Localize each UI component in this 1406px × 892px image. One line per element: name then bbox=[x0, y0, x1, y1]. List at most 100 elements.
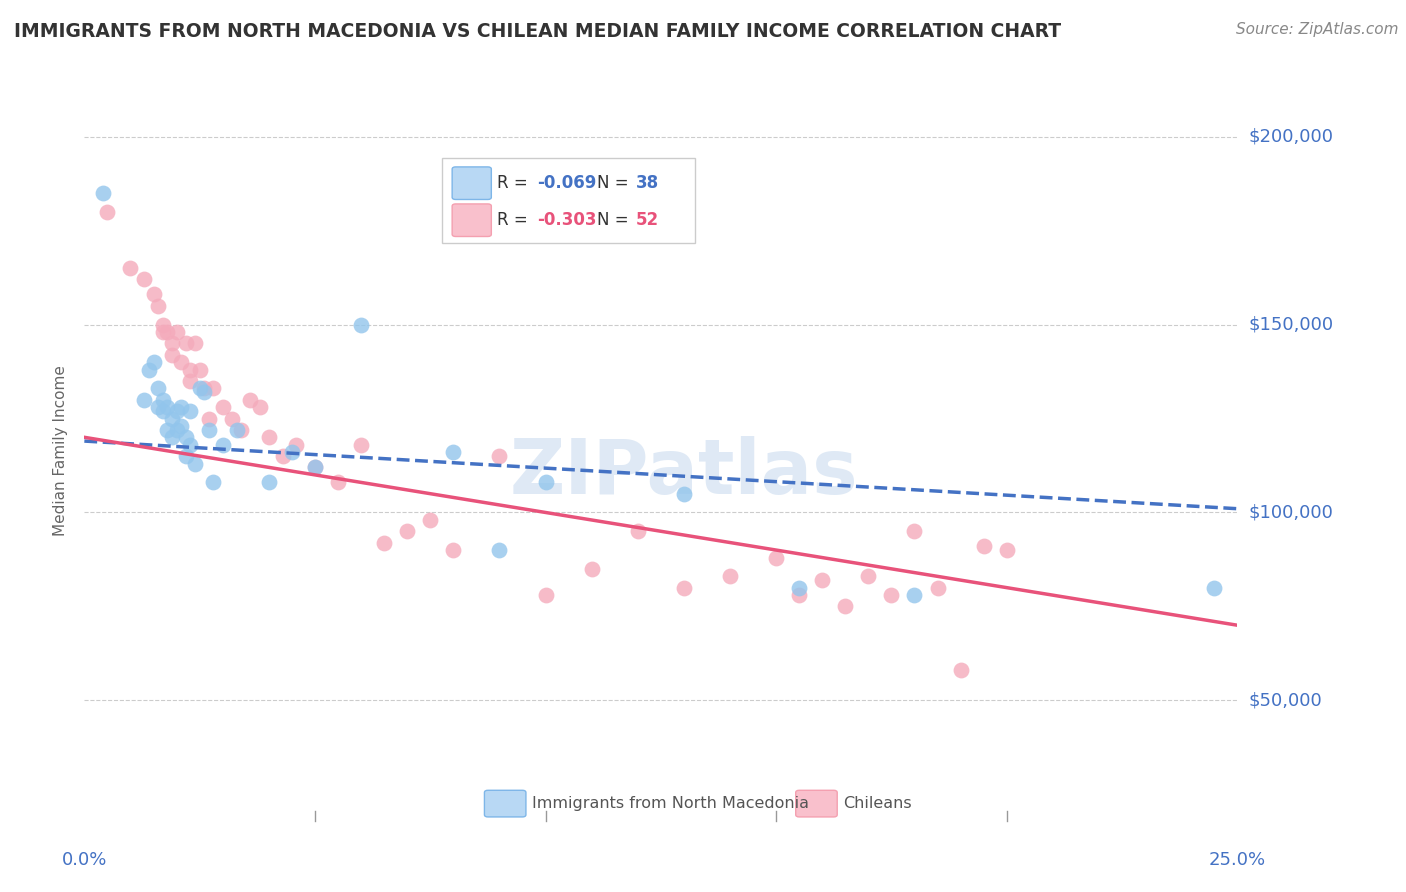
Point bbox=[441, 543, 464, 558]
Point bbox=[281, 445, 304, 459]
Point bbox=[304, 460, 326, 475]
Point bbox=[179, 374, 201, 388]
Point bbox=[350, 438, 373, 452]
Text: ZIPatlas: ZIPatlas bbox=[509, 435, 858, 509]
Point bbox=[271, 449, 294, 463]
Point bbox=[995, 543, 1018, 558]
Point bbox=[534, 475, 557, 490]
Point bbox=[152, 404, 174, 418]
Point bbox=[534, 588, 557, 602]
Point bbox=[142, 355, 165, 369]
Point bbox=[249, 401, 271, 415]
Text: R =: R = bbox=[498, 211, 533, 229]
Point bbox=[488, 543, 510, 558]
Point bbox=[211, 438, 233, 452]
Point bbox=[152, 318, 174, 332]
Point bbox=[156, 401, 179, 415]
Point bbox=[179, 362, 201, 376]
Point bbox=[138, 362, 160, 376]
Point bbox=[179, 404, 201, 418]
Point bbox=[166, 325, 188, 339]
Point bbox=[718, 569, 741, 583]
Point bbox=[184, 457, 207, 471]
Point bbox=[787, 581, 810, 595]
Point bbox=[672, 486, 695, 500]
Point bbox=[419, 513, 441, 527]
Point bbox=[811, 573, 834, 587]
FancyBboxPatch shape bbox=[485, 790, 526, 817]
Point bbox=[373, 535, 395, 549]
Point bbox=[202, 381, 225, 395]
Text: $200,000: $200,000 bbox=[1249, 128, 1333, 145]
Point bbox=[142, 287, 165, 301]
Point bbox=[134, 392, 156, 407]
Point bbox=[188, 381, 211, 395]
Point bbox=[184, 336, 207, 351]
Text: N =: N = bbox=[598, 174, 634, 192]
FancyBboxPatch shape bbox=[796, 790, 837, 817]
Text: $150,000: $150,000 bbox=[1249, 316, 1333, 334]
Point bbox=[672, 581, 695, 595]
Text: Immigrants from North Macedonia: Immigrants from North Macedonia bbox=[531, 797, 808, 811]
Point bbox=[170, 401, 193, 415]
FancyBboxPatch shape bbox=[453, 167, 491, 200]
Point bbox=[396, 524, 419, 539]
FancyBboxPatch shape bbox=[441, 158, 696, 244]
Point bbox=[927, 581, 949, 595]
Point bbox=[257, 430, 280, 444]
Point bbox=[973, 539, 995, 553]
Point bbox=[152, 392, 174, 407]
Point bbox=[166, 404, 188, 418]
Point bbox=[231, 423, 253, 437]
Point bbox=[174, 430, 197, 444]
Point bbox=[193, 381, 215, 395]
Point bbox=[880, 588, 903, 602]
Text: N =: N = bbox=[598, 211, 634, 229]
Text: 38: 38 bbox=[636, 174, 658, 192]
Point bbox=[765, 550, 787, 565]
Text: IMMIGRANTS FROM NORTH MACEDONIA VS CHILEAN MEDIAN FAMILY INCOME CORRELATION CHAR: IMMIGRANTS FROM NORTH MACEDONIA VS CHILE… bbox=[14, 22, 1062, 41]
Point bbox=[198, 423, 221, 437]
Point bbox=[156, 325, 179, 339]
Point bbox=[179, 438, 201, 452]
Point bbox=[174, 449, 197, 463]
Text: 25.0%: 25.0% bbox=[1209, 851, 1265, 869]
Point bbox=[160, 411, 183, 425]
Point bbox=[152, 325, 174, 339]
Point bbox=[160, 430, 183, 444]
Text: -0.303: -0.303 bbox=[537, 211, 598, 229]
Point bbox=[146, 299, 169, 313]
Point bbox=[146, 401, 169, 415]
Point bbox=[198, 411, 221, 425]
Point bbox=[326, 475, 349, 490]
Text: -0.069: -0.069 bbox=[537, 174, 596, 192]
Point bbox=[91, 186, 114, 200]
Point bbox=[170, 419, 193, 434]
Point bbox=[188, 362, 211, 376]
Text: $100,000: $100,000 bbox=[1249, 503, 1333, 522]
Point bbox=[221, 411, 243, 425]
Point bbox=[834, 599, 856, 614]
Text: $50,000: $50,000 bbox=[1249, 691, 1322, 709]
Point bbox=[903, 588, 925, 602]
Text: R =: R = bbox=[498, 174, 533, 192]
Point bbox=[239, 392, 262, 407]
Point bbox=[202, 475, 225, 490]
Point bbox=[156, 423, 179, 437]
Point bbox=[225, 423, 247, 437]
Point bbox=[949, 663, 972, 677]
FancyBboxPatch shape bbox=[453, 204, 491, 236]
Point bbox=[787, 588, 810, 602]
Y-axis label: Median Family Income: Median Family Income bbox=[53, 365, 69, 536]
Point bbox=[174, 336, 197, 351]
Point bbox=[285, 438, 308, 452]
Point bbox=[120, 261, 142, 276]
Point bbox=[193, 385, 215, 400]
Point bbox=[350, 318, 373, 332]
Point bbox=[160, 348, 183, 362]
Point bbox=[1204, 581, 1226, 595]
Point bbox=[858, 569, 880, 583]
Point bbox=[903, 524, 925, 539]
Text: 0.0%: 0.0% bbox=[62, 851, 107, 869]
Point bbox=[170, 355, 193, 369]
